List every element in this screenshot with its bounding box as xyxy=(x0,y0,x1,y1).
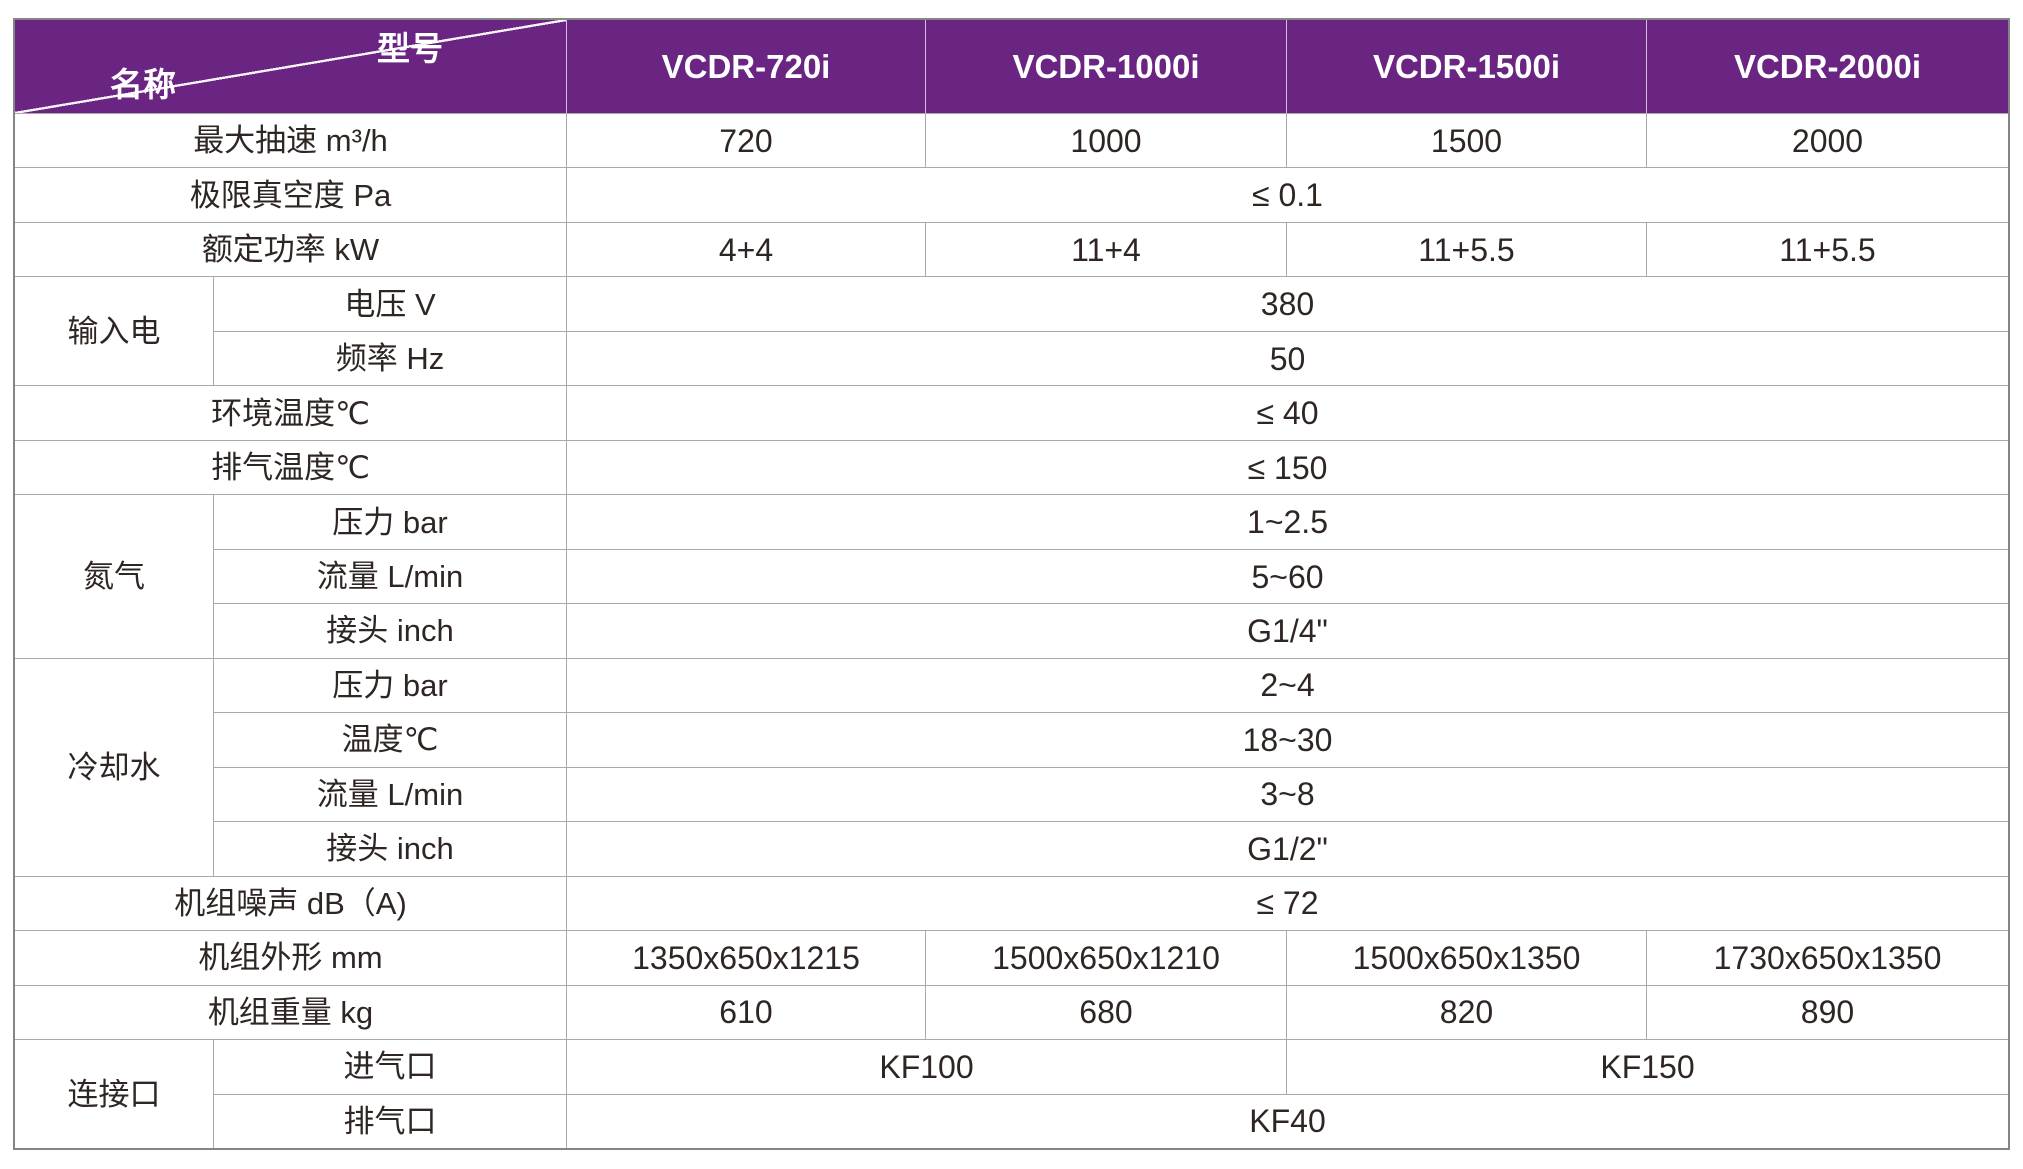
value-speed-1000i: 1000 xyxy=(925,113,1286,168)
group-label-cooling-water: 冷却水 xyxy=(15,657,213,876)
label-power: 额定功率 kW xyxy=(15,221,566,276)
label-nitrogen-pressure: 压力 bar xyxy=(213,494,566,549)
label-dimensions: 机组外形 mm xyxy=(15,930,566,984)
value-frequency: 50 xyxy=(566,330,2008,386)
value-power-1000i: 11+4 xyxy=(925,221,1286,277)
value-cooling-flow: 3~8 xyxy=(566,766,2008,822)
value-nitrogen-connector: G1/4" xyxy=(566,603,2008,658)
group-label-ports: 连接口 xyxy=(15,1039,213,1148)
label-nitrogen-connector: 接头 inch xyxy=(213,603,566,658)
corner-name-label: 名称 xyxy=(110,66,176,103)
value-cooling-connector: G1/2" xyxy=(566,821,2008,876)
corner-model-label: 型号 xyxy=(377,30,443,67)
value-cooling-temp: 18~30 xyxy=(566,712,2008,767)
label-inlet-port: 进气口 xyxy=(213,1039,566,1094)
value-speed-1500i: 1500 xyxy=(1286,113,1646,168)
label-nitrogen-flow: 流量 L/min xyxy=(213,548,566,604)
value-speed-2000i: 2000 xyxy=(1646,113,2008,168)
model-header-vcdr-1000i: VCDR-1000i xyxy=(925,20,1286,113)
label-weight: 机组重量 kg xyxy=(15,984,566,1039)
value-dimensions-2000i: 1730x650x1350 xyxy=(1646,930,2008,985)
model-header-vcdr-720i: VCDR-720i xyxy=(566,20,925,113)
value-weight-1000i: 680 xyxy=(925,984,1286,1040)
value-inlet-kf100: KF100 xyxy=(566,1039,1286,1094)
value-power-1500i: 11+5.5 xyxy=(1286,221,1646,277)
label-cooling-connector: 接头 inch xyxy=(213,821,566,876)
value-noise: ≤ 72 xyxy=(566,875,2008,931)
value-weight-2000i: 890 xyxy=(1646,984,2008,1040)
model-header-vcdr-2000i: VCDR-2000i xyxy=(1646,20,2008,113)
value-cooling-pressure: 2~4 xyxy=(566,657,2008,713)
model-header-vcdr-1500i: VCDR-1500i xyxy=(1286,20,1646,113)
label-noise: 机组噪声 dB（A) xyxy=(15,875,566,930)
value-nitrogen-pressure: 1~2.5 xyxy=(566,494,2008,549)
label-ambient-temp: 环境温度℃ xyxy=(15,385,566,439)
label-frequency: 频率 Hz xyxy=(213,330,566,386)
label-speed: 最大抽速 m³/h xyxy=(15,113,566,167)
group-label-input-power: 输入电 xyxy=(15,276,213,385)
value-dimensions-1000i: 1500x650x1210 xyxy=(925,930,1286,985)
value-inlet-kf150: KF150 xyxy=(1286,1039,2008,1094)
group-label-nitrogen: 氮气 xyxy=(15,494,213,657)
label-cooling-flow: 流量 L/min xyxy=(213,766,566,822)
header-corner-cell: 型号 名称 xyxy=(15,20,566,113)
label-exhaust-temp: 排气温度℃ xyxy=(15,439,566,494)
label-cooling-temp: 温度℃ xyxy=(213,712,566,767)
label-cooling-pressure: 压力 bar xyxy=(213,657,566,713)
value-ambient-temp: ≤ 40 xyxy=(566,385,2008,440)
value-power-720i: 4+4 xyxy=(566,221,925,277)
value-voltage: 380 xyxy=(566,276,2008,331)
value-vacuum: ≤ 0.1 xyxy=(566,167,2008,222)
label-outlet-port: 排气口 xyxy=(213,1093,566,1148)
value-exhaust-temp: ≤ 150 xyxy=(566,439,2008,495)
value-weight-720i: 610 xyxy=(566,984,925,1040)
spec-table: 型号 名称 VCDR-720i VCDR-1000i VCDR-1500i VC… xyxy=(13,18,2010,1150)
label-voltage: 电压 V xyxy=(213,276,566,331)
value-weight-1500i: 820 xyxy=(1286,984,1646,1040)
value-dimensions-720i: 1350x650x1215 xyxy=(566,930,925,985)
value-power-2000i: 11+5.5 xyxy=(1646,221,2008,277)
value-outlet-kf40: KF40 xyxy=(566,1093,2008,1148)
value-dimensions-1500i: 1500x650x1350 xyxy=(1286,930,1646,985)
value-speed-720i: 720 xyxy=(566,113,925,168)
label-vacuum: 极限真空度 Pa xyxy=(15,167,566,221)
value-nitrogen-flow: 5~60 xyxy=(566,548,2008,604)
